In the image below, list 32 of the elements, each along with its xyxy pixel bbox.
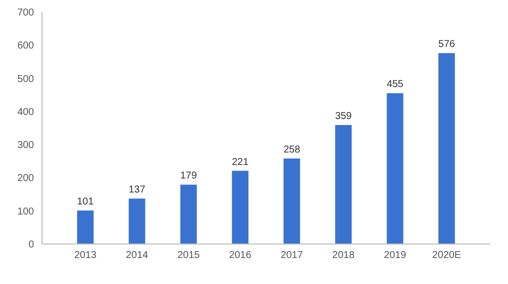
bar [284, 158, 300, 244]
x-tick-label: 2013 [74, 250, 97, 261]
y-tick-label: 600 [17, 40, 34, 52]
x-tick-label: 2019 [384, 250, 407, 261]
bar [335, 125, 352, 244]
data-label: 137 [128, 184, 146, 196]
x-tick-label: 2020E [432, 250, 462, 261]
y-tick-label: 100 [17, 206, 34, 218]
data-label: 221 [232, 156, 249, 168]
bar [77, 210, 94, 244]
y-tick-label: 0 [28, 240, 34, 250]
x-tick-label: 2015 [177, 250, 200, 261]
data-label: 179 [180, 170, 198, 182]
data-label: 101 [77, 196, 94, 208]
y-tick-label: 500 [17, 74, 34, 85]
data-label: 359 [335, 111, 352, 122]
data-label: 455 [386, 79, 404, 90]
x-tick-label: 2017 [280, 250, 304, 261]
bar [438, 53, 455, 244]
bar [128, 198, 146, 244]
y-tick-label: 700 [17, 8, 34, 18]
x-tick-label: 2018 [332, 250, 355, 261]
x-tick-label: 2016 [229, 250, 252, 261]
y-tick-label: 200 [17, 173, 34, 184]
x-tick-label: 2014 [126, 250, 149, 261]
bar [386, 93, 404, 244]
data-label: 576 [438, 39, 456, 50]
bar [232, 170, 248, 244]
y-tick-label: 300 [17, 140, 34, 152]
y-tick-label: 400 [17, 106, 34, 118]
data-label: 258 [283, 144, 301, 156]
bar [180, 184, 197, 244]
